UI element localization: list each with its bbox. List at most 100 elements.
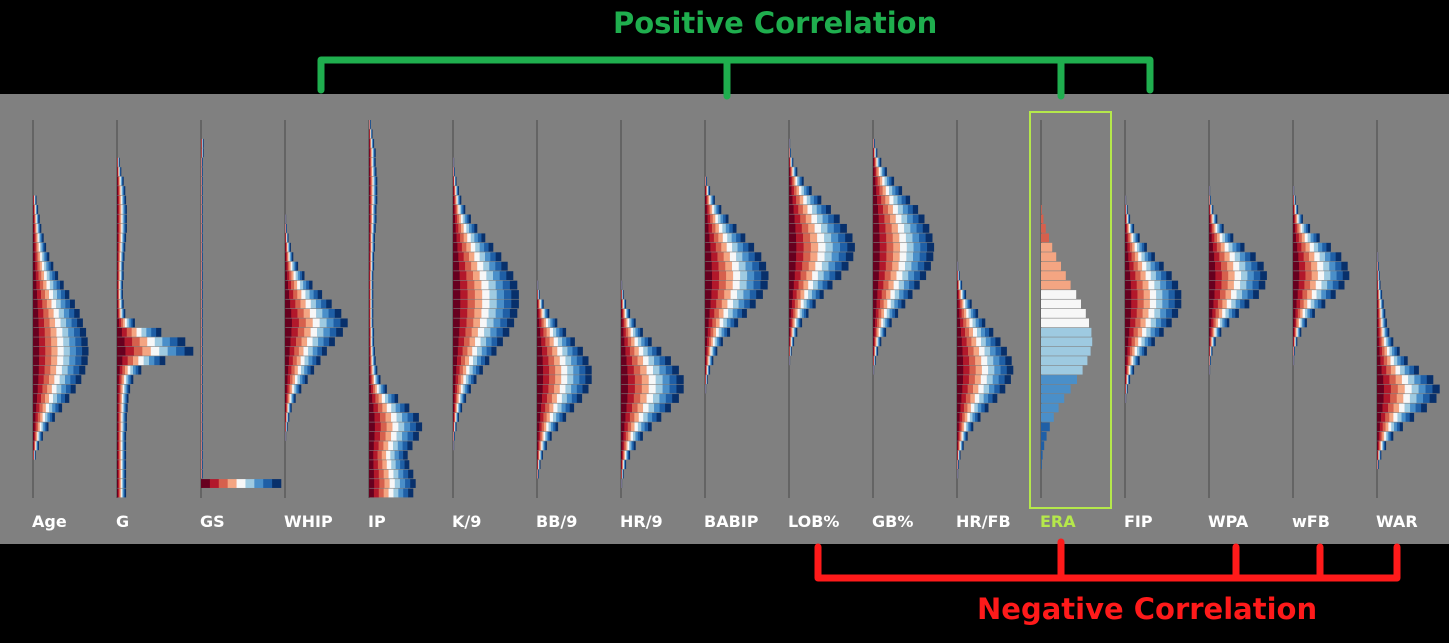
bar-WPA-21-seg-3 bbox=[1215, 318, 1219, 328]
bar-wFB-17-seg-1 bbox=[1298, 280, 1305, 290]
bar-WAR-24-seg-7 bbox=[1394, 346, 1398, 356]
bar-G-24-seg-4 bbox=[150, 346, 160, 356]
bar-LOB%-22-seg-0 bbox=[789, 327, 791, 337]
bar-WHIP-24-seg-6 bbox=[312, 346, 318, 356]
bar-GS-38-seg-1 bbox=[209, 479, 220, 488]
bar-HR/FB-19-seg-2 bbox=[960, 299, 963, 309]
bar-G-37-seg-2 bbox=[118, 469, 121, 479]
bar-WPA-24-seg-0 bbox=[1209, 346, 1210, 356]
bar-WAR-35-seg-7 bbox=[1380, 450, 1381, 460]
bar-wFB-11-seg-1 bbox=[1294, 223, 1298, 233]
bar-G-14-seg-1 bbox=[117, 252, 119, 262]
bar-HR/9-31-seg-3 bbox=[634, 412, 640, 422]
bar-BB/9-20-seg-2 bbox=[539, 309, 542, 318]
bar-K/9-29-seg-4 bbox=[458, 394, 461, 403]
histogram-fip: FIP bbox=[1124, 120, 1182, 531]
bar-G-7-seg-8 bbox=[124, 186, 126, 195]
negative-bracket bbox=[814, 538, 1401, 582]
bar-HR/9-19-seg-5 bbox=[623, 299, 625, 309]
bar-WAR-22-seg-7 bbox=[1386, 327, 1388, 337]
bar-HR/FB-25-seg-4 bbox=[981, 356, 988, 366]
bar-WHIP-23-seg-0 bbox=[285, 337, 291, 347]
bar-WPA-14-seg-5 bbox=[1234, 252, 1241, 262]
bar-WPA-19-seg-4 bbox=[1226, 299, 1232, 309]
bar-G-31-seg-4 bbox=[121, 412, 123, 422]
bar-WAR-29-seg-8 bbox=[1429, 394, 1437, 403]
bar-G-29-seg-2 bbox=[119, 394, 122, 403]
bar-BABIP-16-seg-4 bbox=[733, 271, 741, 281]
bar-WAR-31-seg-1 bbox=[1381, 412, 1386, 422]
bar-GB%-6-seg-3 bbox=[879, 176, 883, 186]
bar-WAR-32-seg-5 bbox=[1391, 422, 1395, 432]
bar-wFB-15-seg-0 bbox=[1293, 261, 1300, 271]
bar-LOB%-15-seg-5 bbox=[821, 261, 829, 271]
bar-Age-10-seg-8 bbox=[38, 214, 40, 224]
bar-HR/9-23-seg-2 bbox=[627, 337, 632, 347]
bar-BABIP-11-seg-6 bbox=[725, 223, 730, 233]
bar-K/9-31-seg-0 bbox=[453, 412, 454, 422]
bar-IP-4-seg-6 bbox=[373, 157, 375, 167]
bar-IP-8-seg-2 bbox=[370, 195, 372, 205]
bar-HR/9-36-seg-7 bbox=[624, 460, 626, 470]
bar-GB%-15-seg-7 bbox=[917, 261, 925, 271]
bar-LOB%-20-seg-7 bbox=[803, 309, 807, 318]
bar-K/9-19-seg-6 bbox=[496, 299, 505, 309]
bar-LOB%-10-seg-4 bbox=[811, 214, 818, 224]
bar-IP-31-seg-4 bbox=[391, 412, 397, 422]
bar-WPA-16-seg-1 bbox=[1215, 271, 1223, 281]
bar-K/9-25-seg-3 bbox=[465, 356, 470, 366]
bar-K/9-6-seg-4 bbox=[454, 176, 456, 186]
bar-FIP-25-seg-4 bbox=[1131, 356, 1134, 366]
bar-WPA-19-seg-7 bbox=[1240, 299, 1245, 309]
bar-G-21-seg-6 bbox=[128, 318, 131, 328]
bar-LOB%-4-seg-2 bbox=[789, 157, 791, 167]
bar-WAR-19-seg-4 bbox=[1379, 299, 1381, 309]
bar-IP-35-seg-5 bbox=[390, 450, 395, 460]
bar-Age-29-seg-2 bbox=[41, 394, 46, 403]
bar-G-8-seg-6 bbox=[122, 195, 125, 205]
bar-K/9-32-seg-5 bbox=[454, 422, 456, 432]
bar-Age-32-seg-8 bbox=[46, 422, 49, 432]
bar-LOB%-20-seg-5 bbox=[799, 309, 803, 318]
bar-wFB-17-seg-5 bbox=[1321, 280, 1328, 290]
bar-WHIP-27-seg-4 bbox=[294, 375, 298, 384]
bar-HR/FB-21-seg-5 bbox=[972, 318, 976, 328]
bar-HR/FB-32-seg-0 bbox=[957, 422, 960, 432]
bar-IP-36-seg-5 bbox=[391, 460, 396, 470]
bar-FIP-21-seg-1 bbox=[1130, 318, 1136, 328]
bar-HR/9-35-seg-5 bbox=[625, 450, 628, 460]
bar-WHIP-28-seg-2 bbox=[288, 384, 291, 394]
bar-K/9-24-seg-1 bbox=[457, 346, 463, 356]
bar-HR/FB-19-seg-8 bbox=[969, 299, 972, 309]
bar-HR/9-22-seg-3 bbox=[628, 327, 631, 337]
bar-FIP-27-seg-7 bbox=[1128, 375, 1130, 384]
bar-BABIP-16-seg-7 bbox=[754, 271, 762, 281]
bar-BB/9-33-seg-7 bbox=[548, 431, 551, 441]
bar-IP-11-seg-7 bbox=[373, 223, 375, 233]
bar-WPA-13-seg-5 bbox=[1228, 242, 1233, 252]
bar-K/9-10-seg-3 bbox=[458, 214, 462, 224]
bar-WPA-10-seg-0 bbox=[1209, 214, 1211, 224]
bar-WPA-16-seg-2 bbox=[1221, 271, 1229, 281]
bar-BB/9-25-seg-2 bbox=[548, 356, 555, 366]
bar-G-28-seg-6 bbox=[125, 384, 128, 394]
bar-Age-9-seg-2 bbox=[34, 205, 35, 214]
bar-ERA-35 bbox=[1041, 450, 1043, 460]
bar-Age-26-seg-7 bbox=[73, 365, 80, 375]
bar-LOB%-9-seg-8 bbox=[825, 205, 831, 214]
bar-HR/FB-34-seg-7 bbox=[961, 441, 963, 451]
bar-IP-16-seg-3 bbox=[370, 271, 372, 281]
bar-HR/FB-26-seg-8 bbox=[1006, 365, 1014, 375]
bar-BABIP-26-seg-4 bbox=[707, 365, 708, 375]
bar-WAR-18-seg-0 bbox=[1377, 290, 1378, 299]
bar-FIP-25-seg-5 bbox=[1133, 356, 1135, 366]
bar-HR/FB-21-seg-1 bbox=[960, 318, 964, 328]
bar-HR/FB-35-seg-1 bbox=[957, 450, 959, 460]
bar-K/9-19-seg-3 bbox=[474, 299, 483, 309]
bar-G-13-seg-3 bbox=[119, 242, 121, 252]
bar-HR/FB-21-seg-3 bbox=[966, 318, 970, 328]
bar-K/9-27-seg-6 bbox=[468, 375, 472, 384]
bar-BB/9-35-seg-3 bbox=[538, 450, 540, 460]
bar-WPA-22-seg-8 bbox=[1219, 327, 1222, 337]
bar-HR/FB-27-seg-3 bbox=[974, 375, 982, 384]
